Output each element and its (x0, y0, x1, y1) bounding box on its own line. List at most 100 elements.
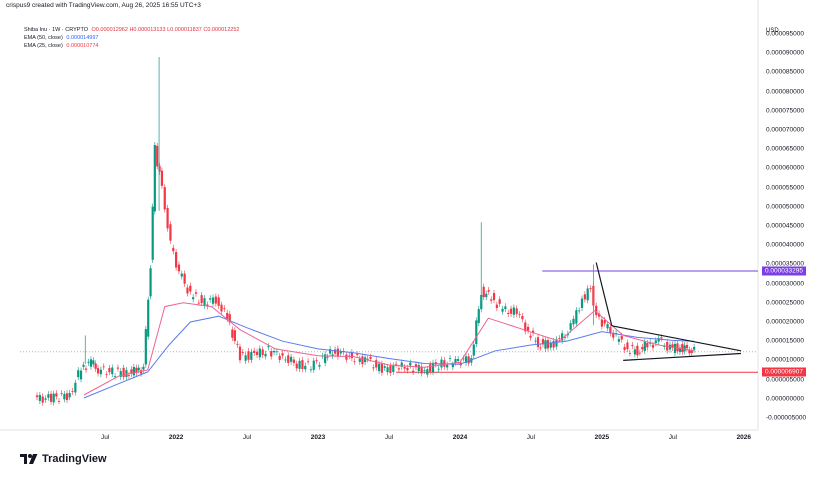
candle-body (426, 369, 429, 375)
candle-body (566, 333, 569, 336)
candle-body (651, 344, 655, 348)
candle-body (392, 365, 395, 373)
candle-body (361, 356, 364, 365)
legend-ema25-value: 0.000010774 (66, 43, 99, 49)
candle-body (180, 273, 183, 277)
candle-body (105, 374, 108, 376)
candle-body (586, 288, 589, 301)
candle-body (482, 286, 485, 298)
candle-body (287, 355, 290, 363)
candle-body (462, 358, 465, 360)
price-tick-label: 0.000025000 (766, 299, 804, 307)
candle-body (555, 339, 558, 347)
candle-body (38, 394, 41, 401)
candle-body (671, 344, 674, 348)
candle-body (431, 362, 435, 373)
candle-body (366, 358, 369, 360)
candle-body (336, 348, 340, 357)
price-tick-label: 0.000060000 (766, 164, 804, 172)
candle-body (71, 391, 74, 392)
candle-body (289, 356, 293, 362)
legend-ohlc: O0.000012962 H0.000013133 L0.000011837 C… (91, 27, 240, 33)
candle-body (524, 322, 527, 332)
tradingview-logo[interactable]: TradingView (20, 453, 107, 465)
candle-body (333, 349, 337, 354)
candle-body (264, 353, 267, 357)
candle-body (270, 351, 273, 357)
candle-body (475, 320, 478, 345)
candle-body (690, 350, 693, 353)
time-tick-label: Jul (384, 434, 394, 441)
candle-body (186, 287, 189, 294)
candle-body (423, 370, 426, 372)
candle-body (231, 329, 234, 338)
candle-body (158, 165, 161, 172)
candle-body (628, 353, 632, 354)
legend-symbol-row: Shiba Inu · 1W · CRYPTO O0.000012962 H0.… (24, 26, 241, 34)
candle-body (318, 364, 321, 367)
candle-body (534, 340, 537, 342)
candle-body (194, 292, 198, 294)
candle-body (609, 326, 612, 334)
candle-body (44, 398, 47, 400)
author-line: crispus9 created with TradingView.com, A… (6, 2, 201, 9)
candle-body (603, 320, 606, 324)
candle-body (142, 366, 145, 370)
candle-body (102, 366, 105, 368)
candle-body (633, 349, 636, 355)
candle-body (339, 351, 342, 354)
candle-body (448, 358, 452, 359)
candle-body (292, 359, 296, 363)
price-tick-label: 0.000010000 (766, 356, 804, 364)
candle-body (200, 295, 203, 304)
price-axis[interactable]: 0.000095000 0.000090000 0.000085000 0.00008… (760, 0, 830, 440)
price-badge-upper: 0.000033295 (762, 266, 806, 276)
candle-body (406, 367, 409, 371)
candle-body (683, 345, 686, 352)
candle-body (620, 336, 623, 340)
time-tick-label: Jul (100, 434, 110, 441)
candle-body (612, 332, 615, 338)
time-tick-label: 2024 (452, 434, 468, 441)
candle-body (189, 285, 192, 292)
candle-body (63, 393, 66, 400)
candle-body (135, 367, 138, 374)
candle-body (108, 368, 111, 373)
price-tick-label: 0.000020000 (766, 318, 804, 326)
candle-body (324, 354, 327, 364)
price-tick-label: 0.000085000 (766, 68, 804, 76)
candle-body (498, 299, 501, 304)
candle-body (676, 343, 679, 352)
candle-body (92, 360, 95, 365)
chart-legend: Shiba Inu · 1W · CRYPTO O0.000012962 H0.… (24, 26, 241, 50)
candle-body (356, 354, 359, 355)
candle-body (284, 359, 287, 361)
candle-body (82, 364, 85, 367)
price-tick-label: 0.000065000 (766, 145, 804, 153)
candle-body (558, 338, 561, 340)
candle-body (140, 370, 143, 374)
candle-body (57, 401, 61, 402)
candle-body (457, 359, 460, 361)
price-tick-label: -0.000005000 (766, 414, 807, 422)
candle-body (137, 367, 140, 371)
candle-body (480, 294, 483, 310)
candle-body (177, 264, 181, 272)
candle-body (345, 354, 348, 360)
candle-body (477, 309, 480, 324)
candle-body (203, 298, 206, 306)
candle-body (394, 363, 398, 365)
candle-body (583, 294, 586, 300)
candle-body (74, 382, 77, 393)
price-tick-label: 0.000030000 (766, 280, 804, 288)
price-tick-label: 0.000040000 (766, 241, 804, 249)
candle-body (518, 314, 521, 315)
candle-body (304, 365, 307, 370)
candle-body (206, 304, 209, 307)
candle-body (241, 352, 244, 353)
candle-body (211, 297, 215, 304)
candle-body (238, 346, 242, 361)
price-tick-label: 0.000080000 (766, 88, 804, 96)
ema50-line (83, 315, 695, 399)
